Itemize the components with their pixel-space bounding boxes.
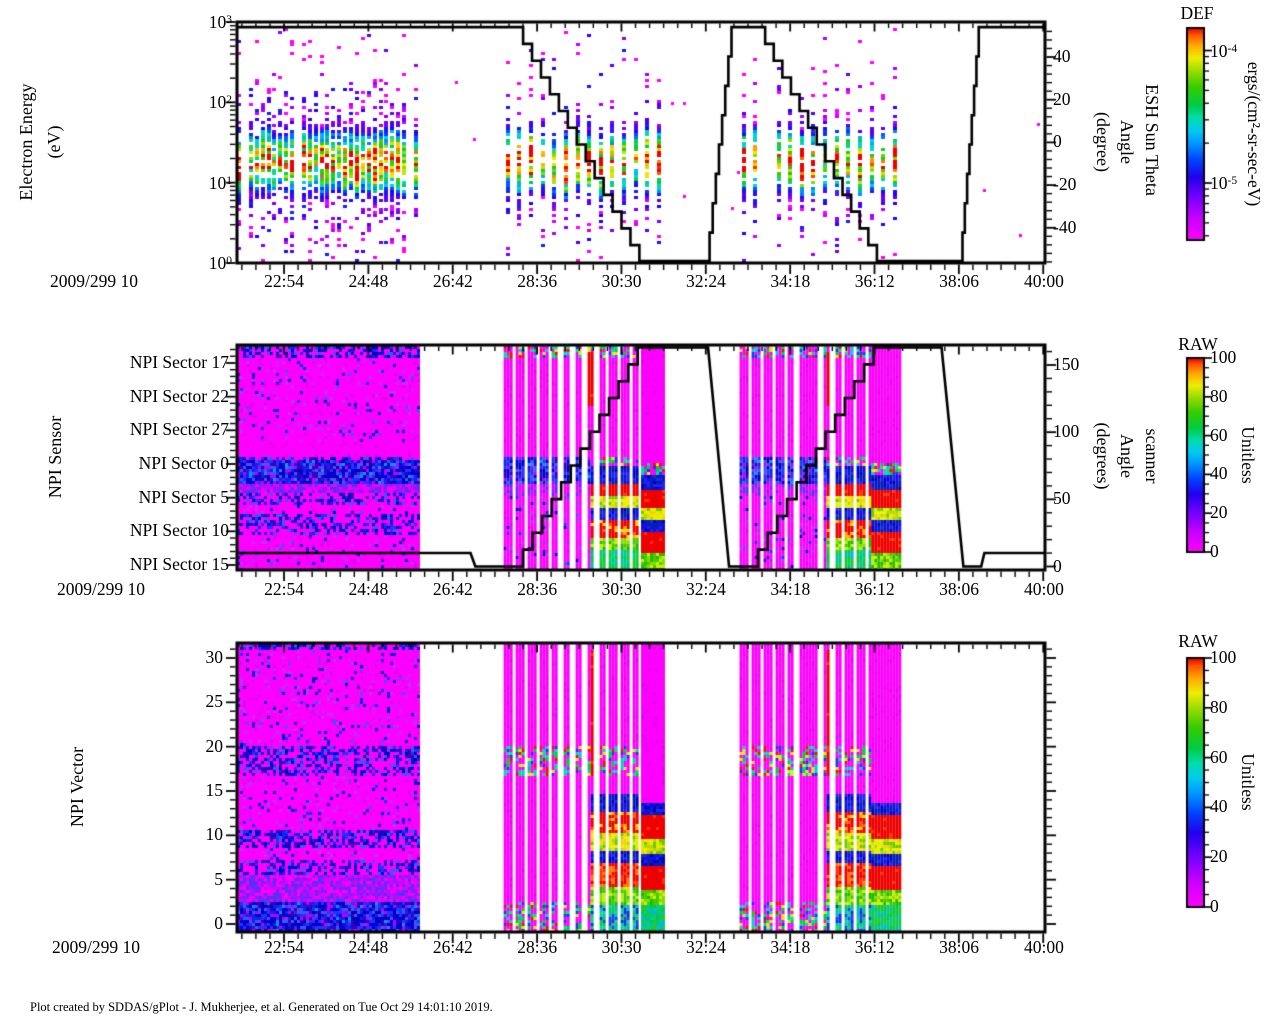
p1-ytick-label-1: 102: [208, 92, 232, 113]
p1-xtick-label-6: 34:18: [770, 271, 811, 291]
p2-colorbar-tick-label-5: 0: [1210, 541, 1219, 561]
p2-xtick-label-3: 28:36: [517, 579, 558, 599]
p2-colorbar-unit: Unitless: [1238, 426, 1258, 484]
p2-xtick-label-7: 36:12: [854, 579, 895, 599]
p1-right-tick-label-3: -20: [1053, 174, 1077, 195]
p1-xtick-label-2: 26:42: [432, 271, 473, 291]
p3-ytick-label-0: 30: [205, 646, 224, 667]
p1-ytick-label-0: 103: [208, 12, 232, 32]
p3-colorbar-tick-label-3: 40: [1210, 796, 1228, 817]
p1-xtick-label-3: 28:36: [517, 271, 558, 291]
p2-right-tick-label-0: 150: [1053, 354, 1080, 374]
p1-right-axis-title-line2: Angle: [1117, 120, 1137, 164]
p1-y-axis-title-line2: (eV): [44, 125, 64, 159]
p3-colorbar-tick-label-4: 20: [1210, 846, 1228, 867]
p2-sector-label-4: NPI Sector 5: [138, 486, 229, 507]
p3-x-axis-start-label: 2009/299 10: [52, 937, 140, 957]
p2-right-axis-title-line3: (degrees): [1093, 422, 1113, 490]
p1-ytick-label-2: 101: [208, 172, 232, 193]
p1-right-tick-label-4: -40: [1053, 216, 1077, 237]
p2-xtick-label-8: 38:06: [939, 579, 980, 599]
p3-xtick-label-4: 30:30: [601, 937, 642, 957]
p2-x-axis-start-label: 2009/299 10: [57, 579, 145, 599]
p3-xtick-label-1: 24:48: [348, 937, 389, 957]
p3-xtick-label-6: 34:18: [770, 937, 811, 957]
p3-colorbar-tick-label-2: 60: [1210, 746, 1228, 767]
p3-xtick-label-5: 32:24: [686, 937, 726, 957]
p3-colorbar-tick-label-1: 80: [1210, 696, 1228, 717]
plot-credit-footer: Plot created by SDDAS/gPlot - J. Mukherj…: [30, 1000, 493, 1014]
p3-colorbar-tick-label-5: 0: [1210, 896, 1219, 916]
p1-colorbar-unit: ergs/(cm²-sr-sec-eV): [1244, 61, 1264, 207]
p2-xtick-label-4: 30:30: [601, 579, 642, 599]
p2-colorbar-tick-label-2: 60: [1210, 424, 1228, 445]
p2-right-tick-label-2: 50: [1053, 488, 1071, 509]
p2-colorbar-tick-label-3: 40: [1210, 463, 1228, 484]
p2-right-axis-title-line1: scanner: [1142, 428, 1162, 484]
p1-xtick-label-8: 38:06: [939, 271, 980, 291]
p2-colorbar-tick-label-1: 80: [1210, 385, 1228, 406]
p2-colorbar-title: RAW: [1178, 334, 1218, 354]
p3-xtick-label-3: 28:36: [517, 937, 558, 957]
p1-xtick-label-9: 40:00: [1024, 271, 1064, 291]
p2-sector-label-3: NPI Sector 0: [138, 453, 229, 473]
p3-xtick-label-8: 38:06: [939, 937, 980, 957]
p1-right-tick-label-1: 20: [1053, 88, 1071, 109]
p3-xtick-label-7: 36:12: [854, 937, 895, 957]
p3-colorbar-title: RAW: [1178, 631, 1218, 651]
p3-xtick-label-9: 40:00: [1024, 937, 1064, 957]
p3-ytick-label-6: 0: [214, 913, 223, 933]
p2-colorbar-tick-label-0: 100: [1210, 347, 1237, 367]
p3-xtick-label-0: 22:54: [264, 937, 304, 957]
p1-colorbar-tick-label-0: 10-4: [1210, 40, 1238, 61]
p2-xtick-label-5: 32:24: [686, 579, 726, 599]
p2-xtick-label-0: 22:54: [264, 579, 304, 599]
p2-sector-label-2: NPI Sector 27: [129, 419, 229, 440]
p1-colorbar-tick-label-1: 10-5: [1210, 173, 1238, 194]
p1-xtick-label-1: 24:48: [348, 271, 389, 291]
p2-right-tick-label-3: 0: [1053, 555, 1062, 576]
p2-xtick-label-1: 24:48: [348, 579, 389, 599]
p2-sector-label-5: NPI Sector 10: [129, 520, 229, 541]
p1-right-tick-label-0: 40: [1053, 46, 1071, 67]
p3-ytick-label-2: 20: [205, 735, 224, 756]
p3-colorbar-unit: Unitless: [1238, 753, 1258, 811]
p1-colorbar-title: DEF: [1180, 3, 1214, 23]
p2-sector-label-1: NPI Sector 22: [129, 385, 229, 406]
p1-xtick-label-5: 32:24: [686, 271, 726, 291]
p3-ytick-label-1: 25: [205, 691, 224, 712]
p1-right-axis-title-line3: (degree): [1093, 112, 1113, 172]
p2-right-axis-title-line2: Angle: [1117, 434, 1137, 478]
p3-ytick-label-5: 5: [214, 868, 223, 889]
p3-ytick-label-3: 15: [205, 779, 224, 800]
p2-xtick-label-6: 34:18: [770, 579, 811, 599]
p2-colorbar-tick-label-4: 20: [1210, 502, 1228, 523]
p1-ytick-label-3: 100: [208, 253, 232, 273]
p1-right-tick-label-2: 0: [1053, 131, 1062, 152]
p2-right-tick-label-1: 100: [1053, 421, 1080, 442]
p2-xtick-label-2: 26:42: [432, 579, 473, 599]
p1-xtick-label-7: 36:12: [854, 271, 895, 291]
p3-colorbar-tick-label-0: 100: [1210, 647, 1237, 667]
p1-x-axis-start-label: 2009/299 10: [50, 271, 138, 291]
p1-xtick-label-0: 22:54: [264, 271, 304, 291]
p3-xtick-label-2: 26:42: [432, 937, 473, 957]
p2-sector-label-6: NPI Sector 15: [129, 554, 229, 574]
p2-sector-label-0: NPI Sector 17: [129, 352, 229, 372]
p1-right-axis-title-line1: ESH Sun Theta: [1142, 84, 1162, 196]
p2-xtick-label-9: 40:00: [1024, 579, 1064, 599]
p3-ytick-label-4: 10: [205, 824, 224, 845]
p1-xtick-label-4: 30:30: [601, 271, 642, 291]
